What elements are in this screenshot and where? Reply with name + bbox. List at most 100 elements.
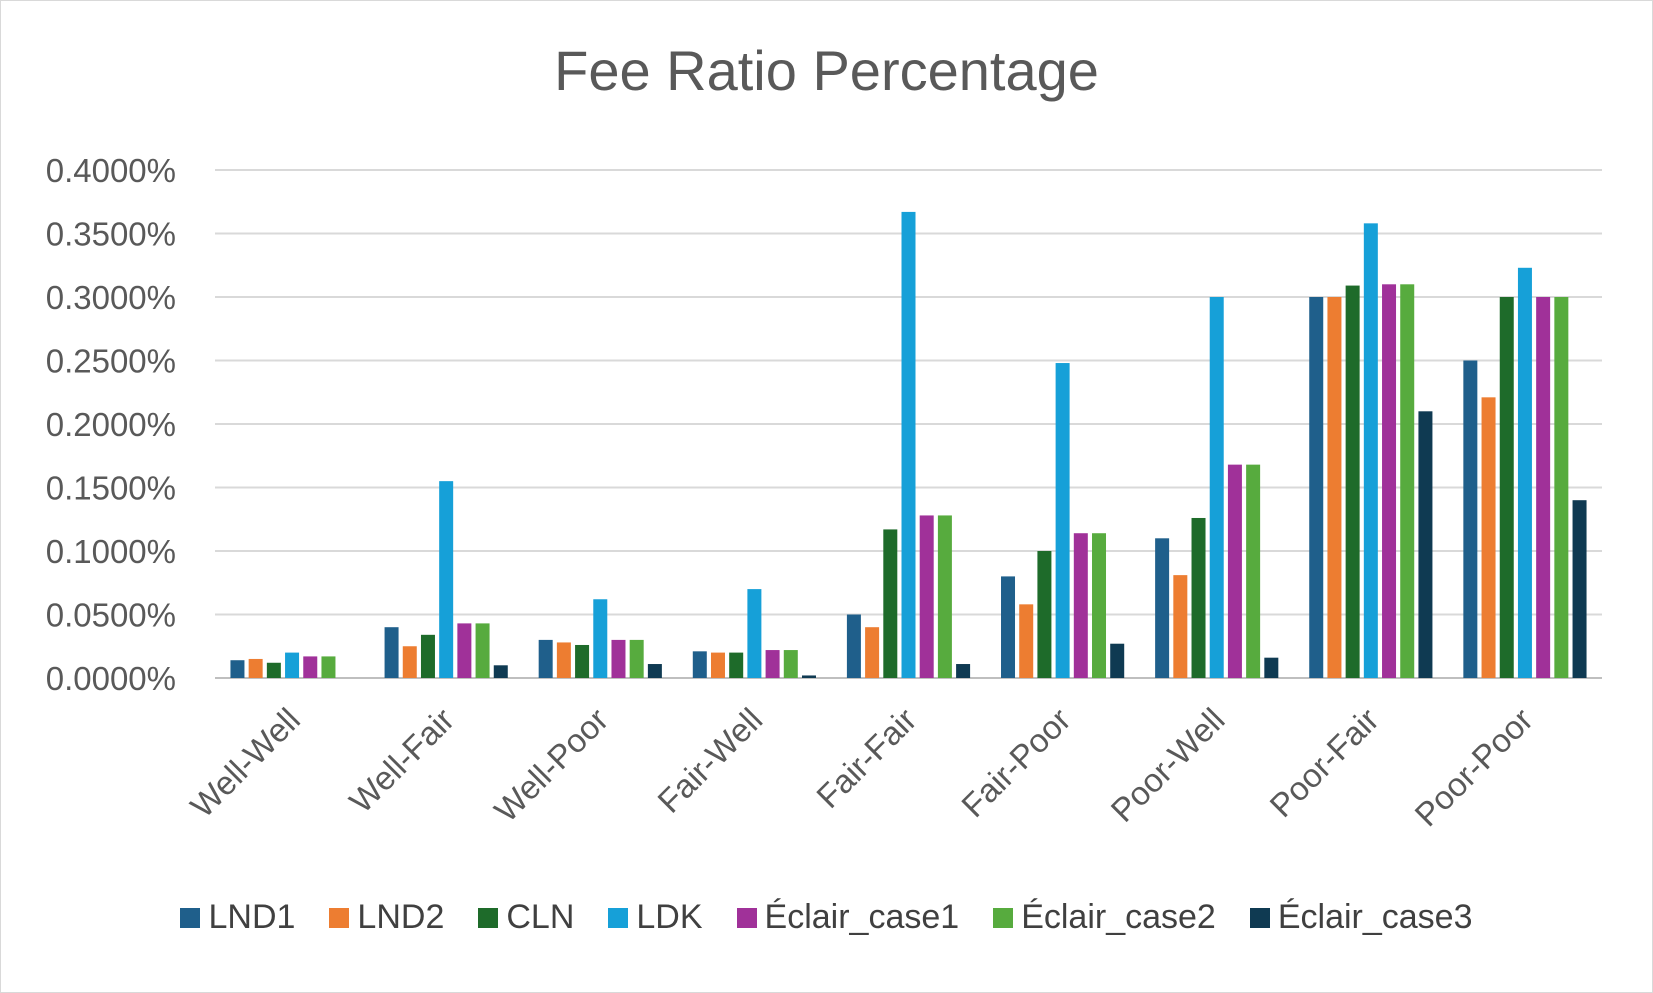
bar — [747, 589, 762, 678]
legend-item: LND1 — [180, 898, 295, 937]
bar — [729, 652, 744, 678]
legend-label: LND1 — [208, 898, 296, 936]
bar — [1536, 297, 1551, 678]
bar — [1073, 533, 1088, 678]
bar — [575, 644, 590, 678]
bar — [1092, 533, 1107, 678]
y-tick-label: 0.2000% — [46, 406, 176, 443]
legend-item: CLN — [478, 898, 574, 937]
bar — [321, 656, 336, 678]
bar — [556, 642, 571, 678]
legend-swatch — [180, 907, 201, 928]
bar — [402, 646, 417, 678]
bar — [611, 639, 626, 678]
bar — [629, 639, 644, 678]
bar — [1481, 397, 1496, 678]
legend-swatch — [329, 907, 350, 928]
legend-label: LDK — [636, 898, 703, 936]
legend-label: Éclair_case2 — [1021, 898, 1216, 936]
bar — [901, 211, 916, 678]
bar — [1227, 464, 1242, 678]
bar — [783, 650, 798, 678]
legend-swatch — [478, 907, 499, 928]
x-tick-label: Poor-Poor — [1407, 701, 1540, 834]
bar — [1345, 285, 1360, 678]
bar — [1209, 297, 1224, 678]
bar — [420, 634, 435, 678]
bar — [493, 665, 508, 678]
chart-legend: LND1 LND2 CLN LDK Éclair_case1 Éclair_case2 Éc… — [0, 898, 1653, 937]
bar — [937, 515, 952, 678]
legend-swatch — [608, 907, 629, 928]
bar — [1382, 284, 1397, 678]
bar — [1418, 411, 1433, 678]
bar — [1309, 297, 1324, 678]
bar — [593, 599, 608, 678]
bar — [1363, 223, 1378, 678]
bar — [457, 623, 472, 678]
x-tick-label: Fair-Poor — [954, 701, 1077, 824]
legend-item: Éclair_case3 — [1249, 898, 1473, 937]
bar — [1173, 575, 1188, 678]
bar — [710, 652, 725, 678]
bar — [475, 623, 490, 678]
bar — [285, 652, 300, 678]
legend-item: Éclair_case1 — [736, 898, 959, 937]
bar — [384, 627, 399, 678]
x-tick-label: Well-Fair — [342, 701, 461, 820]
bar — [1037, 551, 1052, 678]
y-tick-label: 0.2500% — [46, 343, 176, 380]
bar — [1499, 297, 1514, 678]
bar — [266, 662, 281, 678]
y-tick-label: 0.1500% — [46, 470, 176, 507]
bar — [1246, 464, 1261, 678]
y-tick-label: 0.3000% — [46, 279, 176, 316]
bar — [956, 664, 971, 678]
bar — [1264, 657, 1279, 678]
bar — [1400, 284, 1415, 678]
bar — [538, 639, 553, 678]
bar — [439, 481, 454, 678]
legend-label: Éclair_case3 — [1277, 898, 1473, 936]
bar — [1327, 297, 1342, 678]
y-tick-label: 0.0000% — [46, 660, 176, 697]
legend-item: LND2 — [329, 898, 444, 937]
bar — [303, 656, 318, 678]
legend-item: Éclair_case2 — [993, 898, 1216, 937]
x-tick-label: Fair-Fair — [809, 701, 923, 815]
x-tick-label: Well-Well — [183, 701, 307, 825]
x-tick-label: Well-Poor — [487, 701, 615, 829]
legend-swatch — [993, 907, 1014, 928]
y-tick-label: 0.1000% — [46, 533, 176, 570]
y-tick-label: 0.3500% — [46, 216, 176, 253]
bar — [1001, 576, 1016, 678]
bar — [248, 658, 263, 678]
legend-item: LDK — [608, 898, 703, 937]
bar — [1463, 360, 1478, 678]
bar — [647, 664, 662, 678]
legend-swatch — [1249, 907, 1270, 928]
legend-label: LND2 — [357, 898, 445, 936]
bar — [846, 614, 861, 678]
bar — [865, 627, 880, 678]
bar — [801, 675, 816, 678]
bar — [1019, 604, 1034, 678]
legend-label: CLN — [506, 898, 575, 936]
bar — [919, 515, 934, 678]
bar — [765, 650, 780, 678]
x-tick-label: Poor-Fair — [1262, 701, 1385, 824]
bar — [1110, 643, 1125, 678]
bar — [692, 651, 707, 678]
bar — [1517, 267, 1532, 678]
bar — [230, 660, 245, 678]
bar — [883, 529, 898, 678]
bar — [1554, 297, 1569, 678]
chart-title: Fee Ratio Percentage — [554, 39, 1099, 102]
legend-swatch — [736, 907, 757, 928]
y-tick-label: 0.4000% — [46, 152, 176, 189]
x-tick-label: Fair-Well — [650, 701, 769, 820]
bar — [1155, 538, 1170, 678]
bar — [1572, 500, 1587, 678]
bar — [1055, 363, 1070, 678]
